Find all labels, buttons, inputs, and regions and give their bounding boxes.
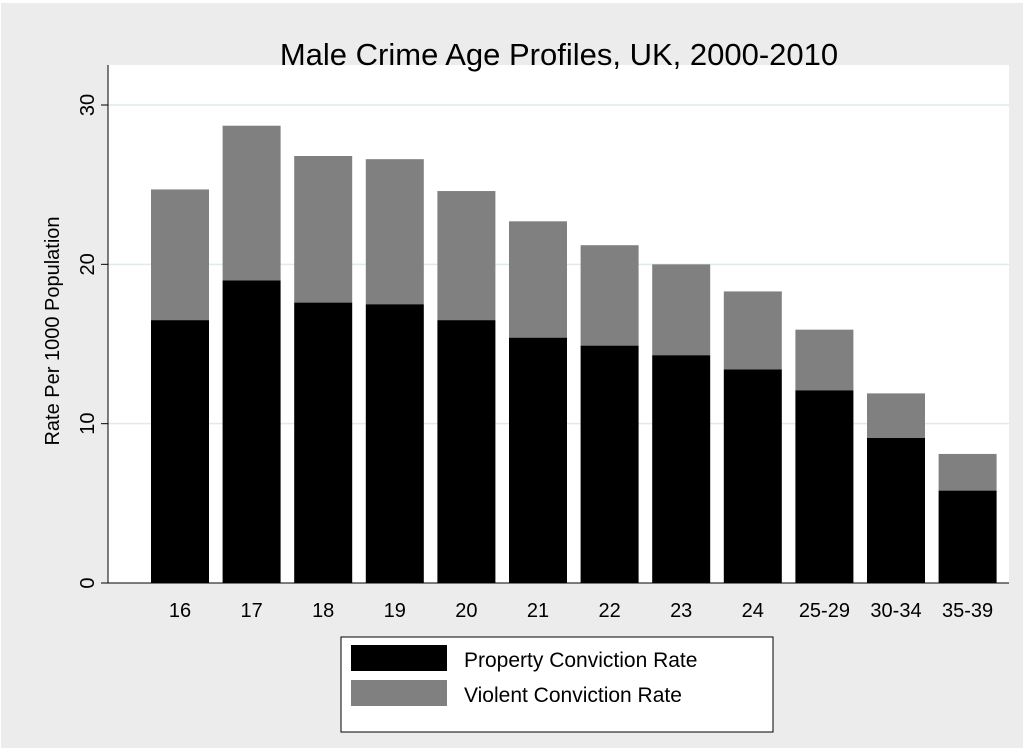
bar-property-22 bbox=[580, 345, 639, 583]
bar-property-25-29 bbox=[795, 390, 854, 583]
x-tick-label-17: 17 bbox=[240, 600, 262, 622]
bar-violent-20 bbox=[437, 191, 496, 321]
x-tick-label-16: 16 bbox=[169, 600, 191, 622]
x-tick-label-21: 21 bbox=[527, 600, 549, 622]
bars bbox=[151, 125, 997, 583]
bar-property-16 bbox=[151, 320, 209, 583]
y-tick-label-20: 20 bbox=[77, 253, 99, 275]
legend-label-violent: Violent Conviction Rate bbox=[464, 684, 682, 707]
bar-violent-18 bbox=[294, 155, 353, 303]
bar-violent-24 bbox=[723, 291, 782, 370]
bar-property-20 bbox=[437, 320, 496, 583]
bar-property-35-39 bbox=[938, 490, 997, 583]
bar-violent-17 bbox=[222, 125, 281, 281]
x-tick-label-18: 18 bbox=[312, 600, 334, 622]
bar-violent-35-39 bbox=[938, 453, 997, 491]
chart-canvas: 0 10 20 30 16 17 18 19 20 21 22 23 24 25-29 30-34 35-3… bbox=[42, 37, 1009, 733]
bar-violent-25-29 bbox=[795, 329, 854, 391]
bar-property-17 bbox=[222, 280, 281, 583]
bar-property-24 bbox=[723, 369, 782, 583]
bar-property-23 bbox=[652, 355, 711, 583]
bar-violent-21 bbox=[509, 221, 567, 338]
y-axis-ticks: 0 10 20 30 bbox=[77, 94, 108, 589]
bar-property-18 bbox=[294, 302, 353, 583]
legend-label-property: Property Conviction Rate bbox=[464, 649, 697, 672]
bar-violent-23 bbox=[652, 264, 711, 356]
x-tick-label-19: 19 bbox=[384, 600, 406, 622]
y-tick-label-0: 0 bbox=[77, 577, 99, 588]
x-tick-label-23: 23 bbox=[670, 600, 692, 622]
legend-swatch-violent bbox=[351, 680, 447, 706]
x-tick-label-24: 24 bbox=[742, 600, 764, 622]
y-tick-label-10: 10 bbox=[77, 413, 99, 435]
legend: Property Conviction Rate Violent Convict… bbox=[340, 636, 774, 733]
bar-property-21 bbox=[509, 337, 567, 583]
bar-violent-19 bbox=[365, 159, 424, 305]
bar-violent-22 bbox=[580, 245, 639, 346]
bar-property-19 bbox=[365, 304, 424, 583]
chart-figure: 0 10 20 30 16 17 18 19 20 21 22 23 24 25-29 30-34 35-3… bbox=[1, 3, 1023, 748]
chart-title: Male Crime Age Profiles, UK, 2000-2010 bbox=[280, 37, 838, 72]
x-tick-label-22: 22 bbox=[598, 600, 620, 622]
x-tick-label-35-39: 35-39 bbox=[942, 600, 993, 622]
x-tick-label-25-29: 25-29 bbox=[799, 600, 850, 622]
y-axis-label: Rate Per 1000 Population bbox=[42, 216, 64, 445]
bar-violent-30-34 bbox=[867, 393, 925, 439]
y-tick-label-30: 30 bbox=[77, 94, 99, 116]
bar-violent-16 bbox=[151, 189, 209, 321]
legend-swatch-property bbox=[351, 645, 447, 671]
x-tick-label-20: 20 bbox=[455, 600, 477, 622]
x-tick-label-30-34: 30-34 bbox=[870, 600, 921, 622]
x-axis-ticks: 16 17 18 19 20 21 22 23 24 25-29 30-34 35-39 bbox=[169, 600, 993, 622]
bar-property-30-34 bbox=[867, 438, 925, 583]
